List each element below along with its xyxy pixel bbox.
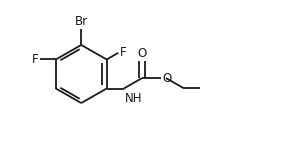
Text: F: F — [32, 53, 38, 66]
Text: Br: Br — [75, 15, 88, 28]
Text: NH: NH — [125, 92, 143, 105]
Text: O: O — [137, 47, 147, 60]
Text: O: O — [162, 72, 171, 85]
Text: F: F — [120, 46, 126, 59]
